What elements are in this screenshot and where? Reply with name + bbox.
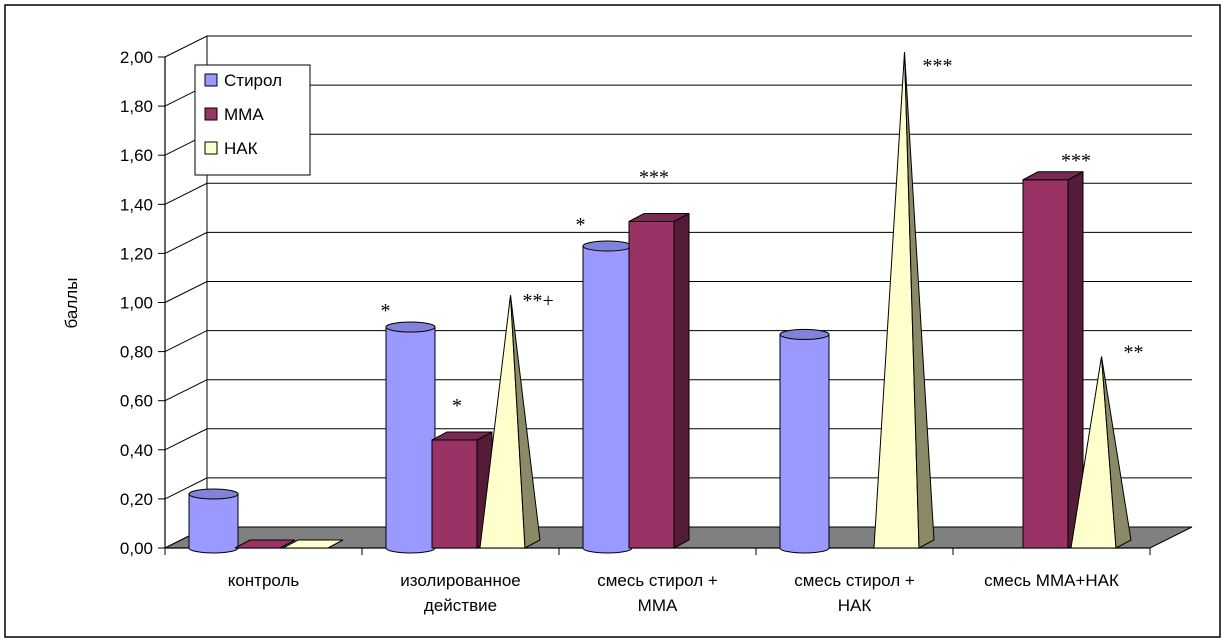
bar-box-top [1022, 171, 1084, 181]
bar-box-side [673, 212, 690, 549]
bar-pyramid [282, 539, 344, 549]
y-tick-label: 1,80 [120, 97, 153, 116]
legend-swatch [204, 107, 218, 121]
bars [188, 52, 1132, 554]
bar-box [1022, 179, 1069, 549]
x-category-label: изолированное [400, 571, 521, 590]
significance-marker: *** [639, 166, 669, 188]
bar-cylinder [582, 245, 633, 554]
x-category-label: НАК [838, 596, 872, 615]
y-tick-label: 0,00 [120, 539, 153, 558]
bar-cylinder [188, 493, 239, 554]
bar-box-top [628, 212, 690, 222]
y-tick-label: 0,60 [120, 392, 153, 411]
bar-box [234, 539, 296, 549]
y-tick-label: 1,00 [120, 294, 153, 313]
x-category-label: ММА [638, 596, 678, 615]
x-category-label: смесь ММА+НАК [984, 571, 1119, 590]
legend-swatch [204, 73, 218, 87]
bar-cylinder-top [188, 488, 239, 500]
significance-marker: * [576, 214, 586, 236]
bar-pyramid-side [904, 52, 935, 549]
bar-box [628, 220, 675, 549]
bar-pyramid-side [1101, 356, 1132, 549]
legend-label: Стирол [224, 71, 282, 90]
annotations: ****+************ [381, 55, 1144, 417]
y-tick-label: 0,40 [120, 441, 153, 460]
bar-cylinder [385, 326, 436, 554]
gridline [164, 379, 1192, 402]
y-tick-label: 0,20 [120, 490, 153, 509]
x-category-label: контроль [228, 571, 300, 590]
bar-box-top [431, 431, 493, 441]
significance-marker: ** [1124, 342, 1144, 364]
labels: 0,00 0,20 0,40 0,60 0,80 1,00 1,20 1,40 1,60 1,80… [62, 48, 1119, 615]
y-tick-label: 2,00 [120, 48, 153, 67]
bar-cylinder-top [385, 321, 436, 333]
gridline [164, 330, 1192, 353]
bar-cylinder-top [582, 240, 633, 252]
bar-box [431, 439, 478, 549]
y-tick-label: 1,20 [120, 244, 153, 263]
legend-swatch [204, 141, 218, 155]
x-category-label: смесь стирол + [794, 571, 915, 590]
y-tick-label: 1,40 [120, 195, 153, 214]
y-tick-label: 0,80 [120, 343, 153, 362]
legend: Стирол ММА НАК [194, 64, 311, 176]
x-category-label: действие [424, 596, 497, 615]
significance-marker: **+ [523, 290, 554, 312]
significance-marker: *** [923, 55, 953, 77]
bar-pyramid-side [510, 295, 541, 549]
significance-marker: *** [1061, 150, 1091, 172]
significance-marker: * [452, 395, 462, 417]
gridline [164, 231, 1192, 254]
gridline [164, 182, 1192, 205]
y-axis-label: баллы [62, 278, 81, 329]
bar-cylinder [779, 333, 830, 554]
legend-label: ММА [224, 105, 264, 124]
y-tick-label: 1,60 [120, 146, 153, 165]
gridline [164, 281, 1192, 303]
gridline [164, 428, 1192, 451]
bar-cylinder-top [779, 328, 830, 340]
legend-label: НАК [224, 139, 258, 158]
gridline [164, 35, 1192, 58]
x-category-label: смесь стирол + [597, 571, 718, 590]
significance-marker: * [381, 300, 391, 322]
gridline [164, 477, 1192, 500]
